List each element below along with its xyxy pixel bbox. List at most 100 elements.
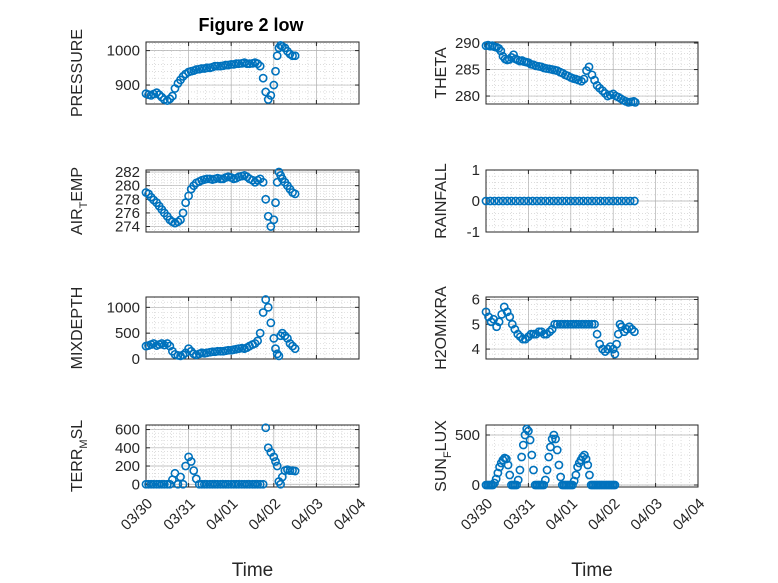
data-point [539, 480, 549, 490]
y-axis-label: PRESSURE [69, 29, 86, 117]
data-point [547, 434, 557, 444]
data-point [600, 196, 610, 206]
data-point [554, 460, 564, 470]
data-point [571, 319, 581, 329]
data-point [197, 64, 207, 73]
data-point [144, 479, 153, 489]
data-point [162, 479, 172, 489]
data-point [558, 319, 568, 329]
figure-title: Figure 2 low [198, 15, 304, 35]
data-point [178, 479, 188, 489]
axes-6: 4 5 6 H2OMIXRA [433, 286, 699, 370]
y-tick-label: 1000 [107, 299, 140, 316]
data-point [549, 196, 559, 206]
data-point [253, 336, 263, 346]
data-point [517, 452, 527, 462]
axes-4: -1 0 1 RAINFALL [433, 162, 699, 241]
data-point [234, 479, 244, 489]
y-tick-label: 4 [472, 341, 480, 358]
y-tick-label: 282 [115, 164, 140, 181]
data-point [263, 443, 273, 453]
y-tick-label: 0 [472, 477, 480, 494]
data-point [563, 319, 573, 329]
data-point [157, 479, 167, 489]
data-point [518, 440, 528, 450]
data-point [221, 60, 231, 70]
data-point [573, 462, 582, 472]
data-point [280, 331, 290, 341]
data-point [630, 98, 640, 107]
data-point [540, 475, 550, 485]
data-point [515, 196, 525, 206]
y-tick-label: 280 [455, 88, 480, 105]
data-point [269, 452, 279, 462]
y-tick-label: 5 [472, 316, 480, 333]
data-point [515, 332, 525, 342]
data-point [625, 196, 635, 206]
data-point [551, 434, 560, 444]
data-point [213, 61, 222, 71]
data-point [571, 470, 581, 480]
data-point [250, 339, 260, 348]
data-point [494, 317, 504, 327]
data-point [585, 470, 594, 480]
y-axis-label: MIXDEPTH [69, 287, 86, 370]
data-point [288, 341, 297, 351]
y-tick-label: -1 [467, 224, 480, 241]
data-point [191, 65, 201, 74]
data-point [596, 196, 605, 206]
data-point [178, 208, 188, 218]
data-point [562, 196, 571, 206]
data-point [271, 344, 280, 354]
data-point [621, 196, 631, 206]
data-point [617, 196, 627, 206]
data-point [234, 59, 244, 69]
data-point [603, 344, 613, 354]
data-point [584, 319, 594, 329]
data-point [600, 89, 610, 98]
data-point [261, 295, 271, 304]
y-tick-label: 900 [115, 77, 140, 94]
data-point [630, 196, 639, 206]
data-point [484, 312, 493, 322]
data-point [146, 479, 156, 489]
data-point [582, 319, 591, 329]
y-tick-label: 276 [115, 205, 140, 222]
y-tick-label: 1 [472, 162, 480, 179]
data-point [570, 196, 580, 206]
y-tick-label: 500 [115, 325, 140, 342]
data-point [552, 319, 562, 329]
data-point [545, 196, 554, 206]
data-point [583, 196, 593, 206]
data-point [173, 479, 183, 489]
data-point [598, 86, 607, 96]
data-point [505, 470, 515, 480]
data-point [290, 466, 300, 476]
data-point [154, 90, 164, 100]
data-point [255, 328, 265, 338]
y-tick-label: 200 [115, 458, 140, 475]
data-point [271, 198, 280, 208]
data-point [540, 196, 550, 206]
data-point [253, 59, 263, 69]
data-point [513, 475, 523, 485]
data-point [154, 479, 164, 489]
data-point [550, 319, 560, 329]
y-tick-label: 600 [115, 422, 140, 439]
data-point [269, 215, 279, 225]
data-point [271, 66, 280, 76]
data-point [579, 450, 589, 460]
data-point [501, 454, 511, 464]
data-point [258, 479, 268, 489]
data-point [604, 196, 614, 206]
y-axis-label: H2OMIXRA [433, 286, 450, 370]
data-point [242, 479, 252, 489]
data-point [223, 345, 233, 355]
data-point [495, 462, 504, 472]
data-point [210, 479, 220, 489]
data-point [547, 324, 557, 334]
data-point [492, 322, 501, 332]
axes-2: 280 285 290 THETA [433, 35, 699, 107]
